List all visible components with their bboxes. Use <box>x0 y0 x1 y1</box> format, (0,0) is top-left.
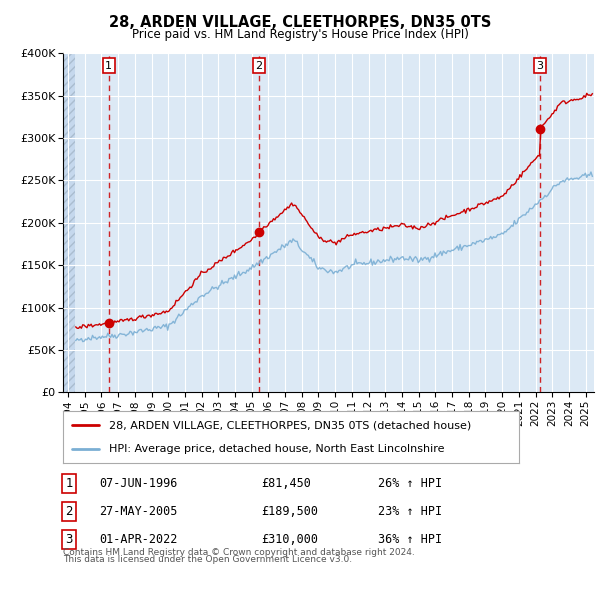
Text: Contains HM Land Registry data © Crown copyright and database right 2024.: Contains HM Land Registry data © Crown c… <box>63 548 415 557</box>
Text: 2: 2 <box>255 61 262 71</box>
Text: 2: 2 <box>65 505 73 518</box>
Text: 1: 1 <box>65 477 73 490</box>
Text: 07-JUN-1996: 07-JUN-1996 <box>99 477 178 490</box>
Text: HPI: Average price, detached house, North East Lincolnshire: HPI: Average price, detached house, Nort… <box>109 444 444 454</box>
Text: 27-MAY-2005: 27-MAY-2005 <box>99 505 178 518</box>
Text: £189,500: £189,500 <box>261 505 318 518</box>
Text: This data is licensed under the Open Government Licence v3.0.: This data is licensed under the Open Gov… <box>63 555 352 564</box>
Text: 28, ARDEN VILLAGE, CLEETHORPES, DN35 0TS (detached house): 28, ARDEN VILLAGE, CLEETHORPES, DN35 0TS… <box>109 420 471 430</box>
Text: 26% ↑ HPI: 26% ↑ HPI <box>378 477 442 490</box>
Text: 36% ↑ HPI: 36% ↑ HPI <box>378 533 442 546</box>
Text: £310,000: £310,000 <box>261 533 318 546</box>
Text: 23% ↑ HPI: 23% ↑ HPI <box>378 505 442 518</box>
Text: 28, ARDEN VILLAGE, CLEETHORPES, DN35 0TS: 28, ARDEN VILLAGE, CLEETHORPES, DN35 0TS <box>109 15 491 30</box>
Text: 3: 3 <box>65 533 73 546</box>
Text: 3: 3 <box>536 61 543 71</box>
Text: 01-APR-2022: 01-APR-2022 <box>99 533 178 546</box>
Text: Price paid vs. HM Land Registry's House Price Index (HPI): Price paid vs. HM Land Registry's House … <box>131 28 469 41</box>
Text: 1: 1 <box>105 61 112 71</box>
Text: £81,450: £81,450 <box>261 477 311 490</box>
